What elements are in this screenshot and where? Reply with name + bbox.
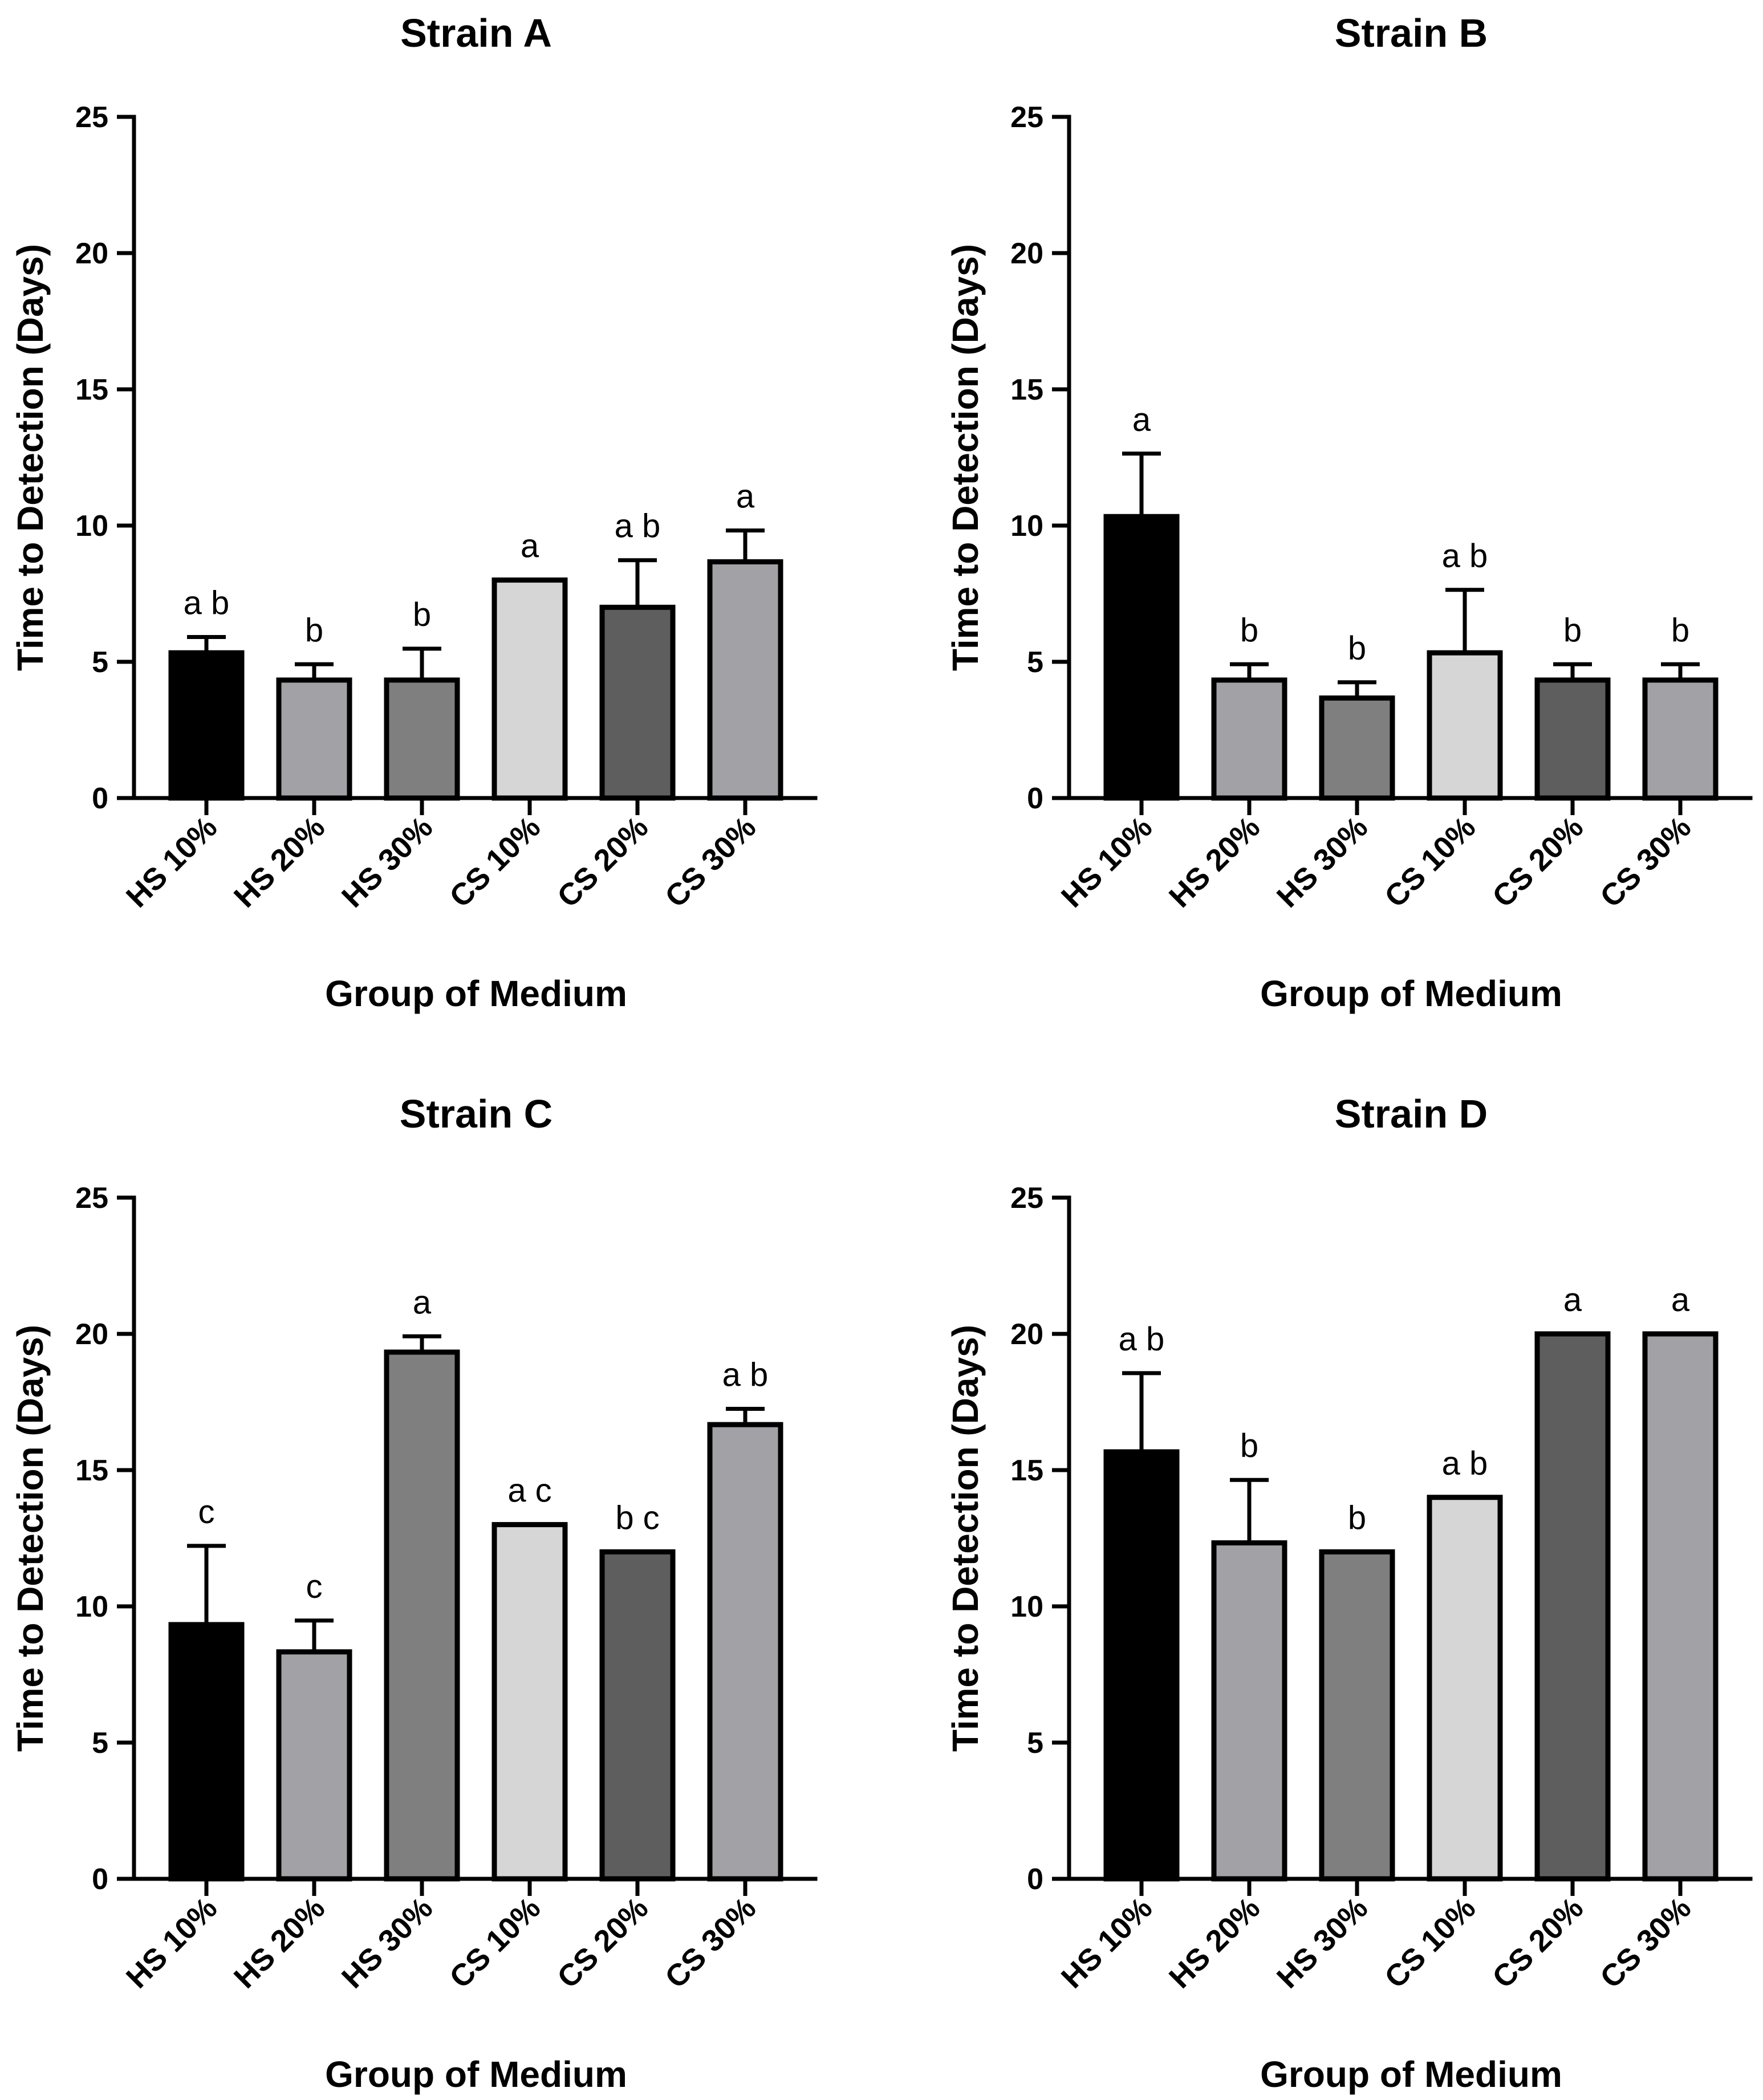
bar-5	[599, 1549, 676, 1882]
significance-label: b	[413, 596, 431, 633]
x-axis-title: Group of Medium	[325, 2054, 627, 2095]
significance-label: a	[1671, 1281, 1690, 1318]
significance-label: a b	[615, 508, 661, 545]
significance-label: a	[736, 478, 755, 515]
bar-2	[276, 677, 352, 801]
significance-label: a b	[722, 1356, 769, 1393]
bar-6	[1642, 1331, 1719, 1882]
bar-5	[1534, 1331, 1611, 1882]
bar-3	[384, 677, 460, 801]
y-tick-label: 0	[92, 1863, 108, 1896]
y-axis-title: Time to Detection (Days)	[10, 244, 51, 671]
significance-label: a	[1132, 401, 1151, 438]
significance-label: b	[1563, 612, 1582, 649]
y-tick-label: 5	[1027, 646, 1043, 679]
significance-label: a b	[184, 585, 230, 622]
significance-label: c	[306, 1568, 323, 1605]
chart-title: Strain C	[400, 1092, 553, 1136]
significance-label: b	[1348, 630, 1366, 667]
y-tick-label: 0	[1027, 1863, 1043, 1896]
y-tick-label: 10	[75, 510, 108, 543]
y-tick-label: 0	[1027, 782, 1043, 815]
bar-1	[1103, 514, 1180, 801]
y-tick-label: 15	[1010, 373, 1043, 406]
bar-4	[491, 1522, 568, 1882]
y-tick-label: 25	[1010, 1182, 1043, 1215]
bar-3	[384, 1349, 460, 1882]
y-tick-label: 20	[75, 1318, 108, 1351]
y-tick-label: 20	[75, 237, 108, 270]
bar-2	[276, 1649, 352, 1882]
bar-4	[491, 577, 568, 801]
y-axis-title: Time to Detection (Days)	[945, 1325, 986, 1752]
significance-label: a	[413, 1284, 432, 1321]
y-tick-label: 0	[92, 782, 108, 815]
y-tick-label: 15	[75, 1454, 108, 1487]
significance-label: a b	[1442, 1445, 1488, 1482]
y-tick-label: 15	[1010, 1454, 1043, 1487]
bar-4	[1427, 650, 1503, 801]
y-tick-label: 25	[75, 101, 108, 134]
bar-1	[1103, 1449, 1180, 1882]
significance-label: b	[1348, 1499, 1366, 1536]
y-tick-label: 5	[92, 646, 108, 679]
significance-label: a b	[1119, 1321, 1165, 1358]
chart-title: Strain B	[1335, 11, 1488, 55]
x-axis-title: Group of Medium	[1260, 973, 1562, 1014]
y-tick-label: 10	[1010, 510, 1043, 543]
chart-title: Strain D	[1335, 1092, 1488, 1136]
y-tick-label: 20	[1010, 237, 1043, 270]
significance-label: a b	[1442, 538, 1488, 575]
bar-4	[1427, 1495, 1503, 1882]
y-tick-label: 5	[1027, 1727, 1043, 1760]
y-axis-title: Time to Detection (Days)	[945, 244, 986, 671]
bar-6	[1642, 677, 1719, 801]
bar-1	[168, 1622, 245, 1882]
y-axis-title: Time to Detection (Days)	[10, 1325, 51, 1752]
significance-label: b	[305, 612, 323, 649]
bar-5	[1534, 677, 1611, 801]
y-tick-label: 10	[1010, 1590, 1043, 1623]
x-axis-title: Group of Medium	[325, 973, 627, 1014]
chart-title: Strain A	[400, 11, 552, 55]
bar-6	[707, 559, 783, 801]
x-axis-title: Group of Medium	[1260, 2054, 1562, 2095]
y-tick-label: 5	[92, 1727, 108, 1760]
bar-5	[599, 604, 676, 801]
significance-label: a	[521, 528, 539, 565]
significance-label: b c	[615, 1499, 659, 1536]
y-tick-label: 25	[1010, 101, 1043, 134]
bar-1	[168, 650, 245, 801]
bar-3	[1319, 1549, 1395, 1882]
significance-label: b	[1240, 1427, 1258, 1464]
significance-label: a	[1563, 1281, 1582, 1318]
y-tick-label: 10	[75, 1590, 108, 1623]
significance-label: a c	[507, 1472, 551, 1509]
bar-6	[707, 1422, 783, 1882]
significance-label: b	[1240, 612, 1258, 649]
bar-3	[1319, 695, 1395, 801]
bar-2	[1211, 1540, 1287, 1882]
significance-label: b	[1671, 612, 1689, 649]
bar-2	[1211, 677, 1287, 801]
y-tick-label: 15	[75, 373, 108, 406]
y-tick-label: 20	[1010, 1318, 1043, 1351]
y-tick-label: 25	[75, 1182, 108, 1215]
significance-label: c	[198, 1493, 215, 1531]
